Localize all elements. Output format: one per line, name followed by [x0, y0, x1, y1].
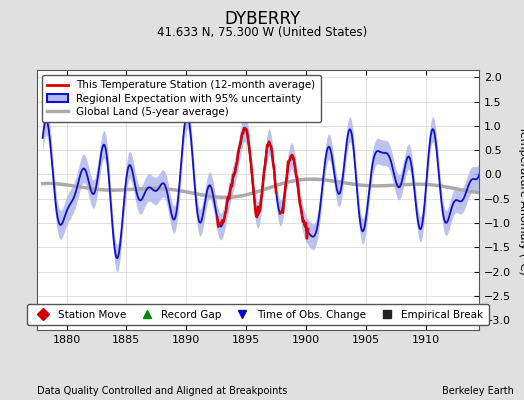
- Text: Data Quality Controlled and Aligned at Breakpoints: Data Quality Controlled and Aligned at B…: [37, 386, 287, 396]
- Y-axis label: Temperature Anomaly (°C): Temperature Anomaly (°C): [518, 126, 524, 274]
- Text: 41.633 N, 75.300 W (United States): 41.633 N, 75.300 W (United States): [157, 26, 367, 39]
- Legend: Station Move, Record Gap, Time of Obs. Change, Empirical Break: Station Move, Record Gap, Time of Obs. C…: [27, 304, 489, 325]
- Text: Berkeley Earth: Berkeley Earth: [442, 386, 514, 396]
- Text: DYBERRY: DYBERRY: [224, 10, 300, 28]
